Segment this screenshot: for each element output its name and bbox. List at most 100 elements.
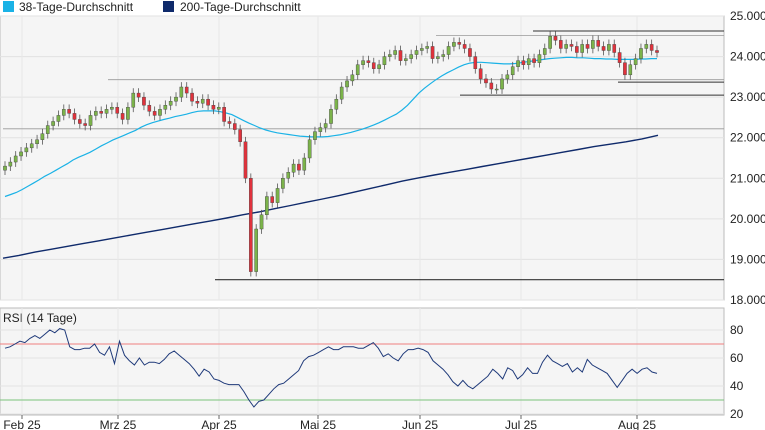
candle [350,69,355,86]
candle [436,51,440,64]
legend-label-sma38: 38-Tage-Durchschnitt [19,0,134,14]
candle [425,41,430,54]
candle [249,173,253,277]
candle [521,55,526,70]
candle [110,102,114,115]
rsi-axis: 80 60 40 20 [730,323,744,421]
rsi-tick-label: 60 [730,351,744,365]
candle [163,100,168,115]
candle [307,134,312,163]
candle [398,45,403,66]
candle [596,35,601,52]
price-panel [0,15,725,301]
candle [29,138,34,153]
candle [532,53,536,68]
candlesticks [3,31,659,277]
candle [120,108,125,125]
candle [286,167,291,184]
x-tick-label: Mai 25 [300,418,336,430]
candle [462,39,467,54]
candle [61,104,66,121]
candle [168,96,173,111]
candle [510,61,515,80]
candle [147,100,152,117]
x-tick-label: Feb 25 [3,418,41,430]
price-grid [0,15,724,301]
candle [51,116,55,131]
rsi-tick-label: 80 [730,323,744,337]
candle [575,41,579,58]
legend-label-sma200: 200-Tage-Durchschnitt [180,0,301,14]
candle [473,51,478,74]
candle [617,47,622,68]
candle [323,118,328,133]
candle [623,57,627,80]
candle [254,224,258,277]
candle [152,106,157,121]
candle [94,106,98,121]
candle [334,94,339,115]
candle [580,39,584,58]
candle [131,88,136,113]
rsi-panel [0,307,725,416]
candle [270,191,275,208]
x-tick-label: Aug 25 [618,418,656,430]
candle [457,37,462,50]
candle [297,159,301,176]
candle [184,82,189,98]
price-tick-label: 20.000 [730,212,765,226]
candle [564,39,568,54]
price-tick-label: 22.000 [730,131,765,145]
candle [591,35,595,54]
candle [227,116,232,129]
candle [339,82,344,105]
rsi-grid [0,308,724,415]
candle [601,41,606,56]
candle [430,41,435,64]
candle [537,49,542,68]
candle [222,102,226,127]
candle [382,51,387,70]
legend-swatch-sma200 [163,1,174,12]
x-axis: Feb 25 Mrz 25 Apr 25 Mai 25 Jun 25 Jul 25 Aug … [3,415,656,430]
candle [655,45,659,58]
candle [24,142,29,157]
candle [174,92,178,107]
candle [526,53,531,70]
candle [548,31,552,54]
candle [72,108,77,125]
candle [607,39,611,56]
candle [387,49,392,62]
candle [633,53,638,70]
candle [628,59,633,80]
candle [238,124,242,147]
price-tick-label: 25.000 [730,9,765,23]
candle [446,41,451,60]
candle [206,94,210,111]
price-tick-label: 21.000 [730,171,765,185]
candle [559,35,563,54]
rsi-line [4,328,658,408]
rsi-title: RSI (14 Tage) [3,311,77,325]
candle [142,92,146,111]
candle [56,110,61,127]
sma38-line [4,56,657,198]
candle [67,104,71,119]
candle [19,147,23,161]
candle [478,63,483,84]
candle [78,114,82,129]
candle [211,100,216,115]
candle [40,128,45,145]
rsi-tick-label: 40 [730,379,744,393]
candle [136,88,141,103]
candle [361,55,365,70]
candle [441,49,446,62]
candle [585,39,590,54]
candle [216,102,221,115]
candle [569,39,574,52]
candle [494,84,499,94]
candle [644,39,649,54]
legend: 38-Tage-Durchschnitt 200-Tage-Durchschni… [3,0,301,14]
candle [265,191,269,220]
candle [409,49,413,64]
